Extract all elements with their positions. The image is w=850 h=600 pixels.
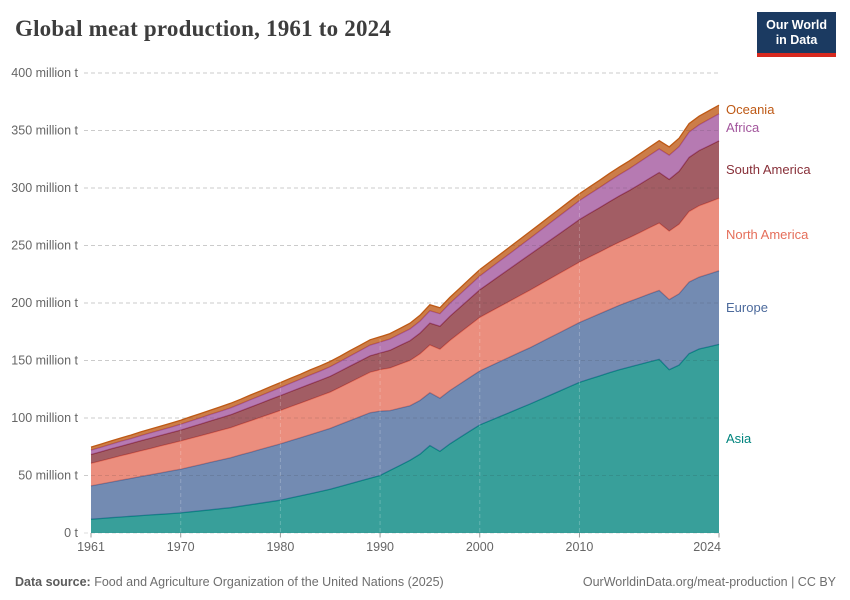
x-axis-tick-label: 1990 — [366, 540, 394, 554]
data-source-text: Food and Agriculture Organization of the… — [90, 575, 444, 589]
chart-canvas[interactable]: 0 t 50 million t 100 million t 150 million … — [0, 0, 850, 560]
x-axis-tick-label: 2024 — [693, 540, 721, 554]
legend-label-europe[interactable]: Europe — [726, 300, 768, 315]
x-axis-tick-label: 2010 — [566, 540, 594, 554]
legend-label-north-america[interactable]: North America — [726, 227, 809, 242]
legend-label-africa[interactable]: Africa — [726, 120, 760, 135]
y-axis-tick-label: 250 million t — [11, 239, 78, 253]
x-axis-tick-label: 2000 — [466, 540, 494, 554]
x-axis-tick-label: 1970 — [167, 540, 195, 554]
y-axis-tick-label: 400 million t — [11, 66, 78, 80]
y-axis-tick-label: 200 million t — [11, 296, 78, 310]
x-axis-tick-label: 1961 — [77, 540, 105, 554]
page-title: Global meat production, 1961 to 2024 — [15, 16, 392, 41]
data-source-label: Data source: — [15, 575, 91, 589]
legend-label-south-america[interactable]: South America — [726, 162, 811, 177]
data-source: Data source: Food and Agriculture Organi… — [15, 575, 444, 589]
y-axis-tick-label: 0 t — [64, 526, 78, 540]
area-asia[interactable] — [91, 344, 719, 533]
logo-line-1: Our World — [766, 18, 827, 32]
y-axis-tick-label: 100 million t — [11, 411, 78, 425]
area-north-america[interactable] — [91, 198, 719, 486]
legend-label-asia[interactable]: Asia — [726, 431, 752, 446]
y-axis-tick-label: 350 million t — [11, 124, 78, 138]
y-axis-tick-label: 300 million t — [11, 181, 78, 195]
footer-link[interactable]: OurWorldinData.org/meat-production | CC … — [582, 575, 836, 589]
owid-logo[interactable]: Our World in Data — [757, 12, 836, 57]
x-axis-tick-label: 1980 — [266, 540, 294, 554]
logo-line-2: in Data — [775, 33, 818, 47]
area-top-edge-oceania — [90, 104, 720, 448]
y-axis-tick-label: 50 million t — [18, 469, 78, 483]
legend-label-oceania[interactable]: Oceania — [726, 102, 775, 117]
chart-footer: Data source: Food and Agriculture Organi… — [15, 575, 836, 589]
y-axis-tick-label: 150 million t — [11, 354, 78, 368]
area-europe[interactable] — [91, 270, 719, 520]
